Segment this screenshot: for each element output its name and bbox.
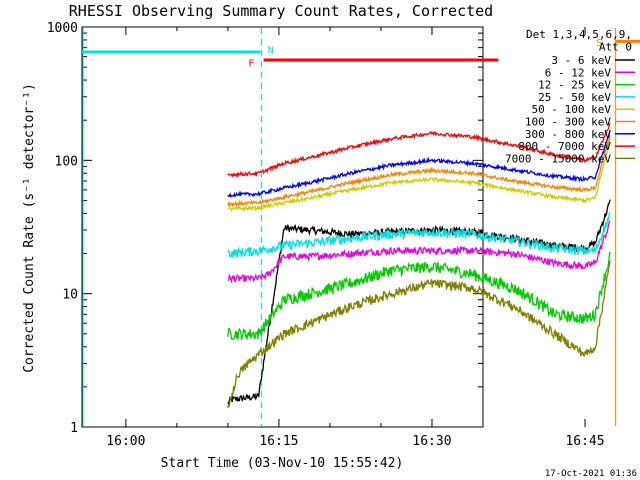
y-tick-label: 100 [55, 154, 78, 169]
x-tick-label: 16:30 [412, 434, 451, 449]
series-line [227, 219, 611, 284]
legend-label: 50 - 100 keV [532, 103, 612, 116]
legend-header: Att 0 [599, 41, 632, 54]
mode-label: N [268, 45, 274, 56]
legend-label: 12 - 25 keV [538, 79, 611, 92]
mode-label: F [248, 59, 254, 70]
y-tick-label: 10 [62, 288, 78, 303]
series-line [227, 135, 611, 208]
chart-title: RHESSI Observing Summary Count Rates, Co… [69, 2, 493, 20]
series-line [227, 211, 611, 258]
series-line [227, 260, 611, 409]
series-line [227, 251, 611, 340]
legend-label: 25 - 50 keV [538, 91, 611, 104]
series-lines [227, 122, 611, 409]
x-axis-label: Start Time (03-Nov-10 15:55:42) [161, 456, 404, 471]
legend-header: Det 1,3,4,5,6,9, [526, 28, 632, 41]
x-tick-label: 16:45 [565, 434, 604, 449]
series-line [227, 130, 611, 199]
legend-label: 300 - 800 keV [525, 128, 611, 141]
legend-label: 3 - 6 keV [551, 54, 611, 67]
legend-label: 6 - 12 keV [545, 66, 612, 79]
y-tick-label: 1000 [47, 21, 78, 36]
series-line [227, 138, 611, 213]
legend-label: 7000 - 15000 keV [505, 152, 611, 165]
series-line [227, 122, 611, 178]
mode-annotations: N F S [82, 28, 640, 426]
x-tick-label: 16:15 [259, 434, 298, 449]
plot-frame [81, 26, 484, 428]
x-tick-label: 16:00 [106, 434, 145, 449]
mode-label: S [596, 38, 602, 49]
y-axis-label: Corrected Count Rate (s⁻¹ detector⁻¹) [22, 83, 37, 373]
footer-timestamp: 17-Oct-2021 01:36 [545, 469, 637, 479]
tick-labels: 16:0016:1516:3016:4517:0017:1517:3011010… [47, 21, 605, 449]
legend-label: 100 - 300 keV [525, 116, 611, 129]
legend-label: 800 - 7000 keV [518, 140, 611, 153]
y-tick-label: 1 [70, 421, 78, 436]
